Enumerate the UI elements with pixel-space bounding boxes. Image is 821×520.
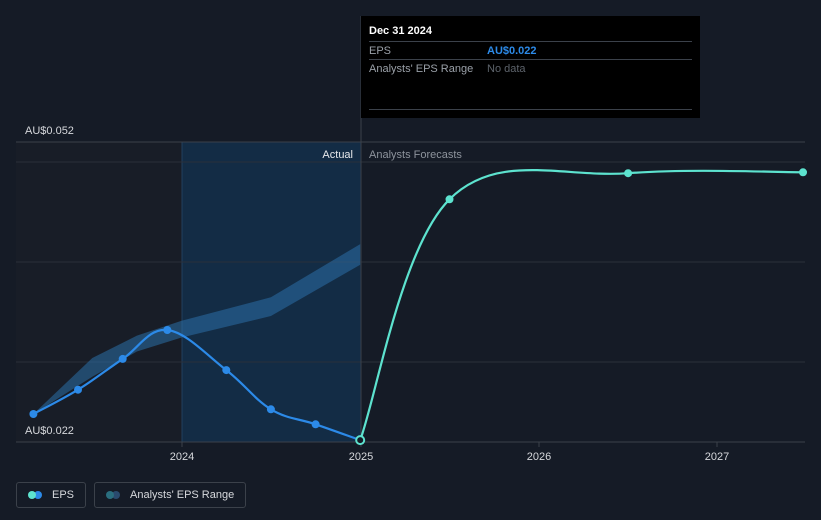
legend-range-icon — [106, 491, 122, 499]
tooltip-range-value: No data — [487, 62, 526, 75]
x-tick-label-2027: 2027 — [705, 451, 729, 463]
hover-tooltip: Dec 31 2024 EPS AU$0.022 Analysts' EPS R… — [361, 16, 700, 118]
eps-point[interactable] — [222, 366, 231, 375]
eps-line — [32, 328, 361, 442]
eps-point[interactable] — [29, 410, 38, 418]
legend-item-analysts-range[interactable]: Analysts' EPS Range — [94, 482, 247, 508]
x-tick-label-2025: 2025 — [349, 451, 373, 463]
eps-point[interactable] — [163, 326, 172, 334]
tooltip-range-label: Analysts' EPS Range — [369, 62, 474, 75]
legend-item-eps[interactable]: EPS — [16, 482, 87, 508]
y-tick-label-max: AU$0.052 — [25, 125, 74, 137]
eps-point[interactable] — [74, 385, 82, 394]
eps-forecast-point[interactable] — [445, 195, 454, 204]
eps-point[interactable] — [311, 420, 320, 429]
analysts-eps-range-band — [33, 244, 361, 414]
eps-forecast-point[interactable] — [624, 169, 633, 178]
section-label-forecast: Analysts Forecasts — [369, 149, 462, 161]
eps-forecast-point[interactable] — [799, 168, 807, 177]
tooltip-eps-value: AU$0.022 — [487, 44, 537, 57]
eps-forecast-line — [359, 169, 807, 441]
eps-point[interactable] — [355, 435, 366, 446]
chart-legend: EPS Analysts' EPS Range — [16, 482, 247, 508]
eps-point[interactable] — [118, 354, 127, 363]
eps-point[interactable] — [266, 405, 275, 414]
eps-points — [29, 326, 366, 446]
tooltip-row-eps: EPS AU$0.022 — [369, 41, 692, 59]
past-region-dark — [16, 142, 182, 442]
tooltip-row-range: Analysts' EPS Range No data — [369, 59, 692, 77]
tooltip-divider — [369, 109, 692, 110]
x-tick-label-2026: 2026 — [527, 451, 551, 463]
section-label-actual: Actual — [322, 149, 353, 161]
legend-eps-icon — [28, 491, 44, 499]
legend-eps-label: EPS — [52, 489, 75, 501]
tooltip-eps-label: EPS — [369, 44, 392, 57]
eps-forecast-points — [445, 168, 807, 204]
y-tick-label-min: AU$0.022 — [25, 425, 74, 437]
tooltip-title: Dec 31 2024 — [369, 25, 432, 37]
legend-range-label: Analysts' EPS Range — [130, 489, 235, 501]
x-tick-label-2024: 2024 — [170, 451, 194, 463]
past-region-shade — [182, 142, 361, 442]
